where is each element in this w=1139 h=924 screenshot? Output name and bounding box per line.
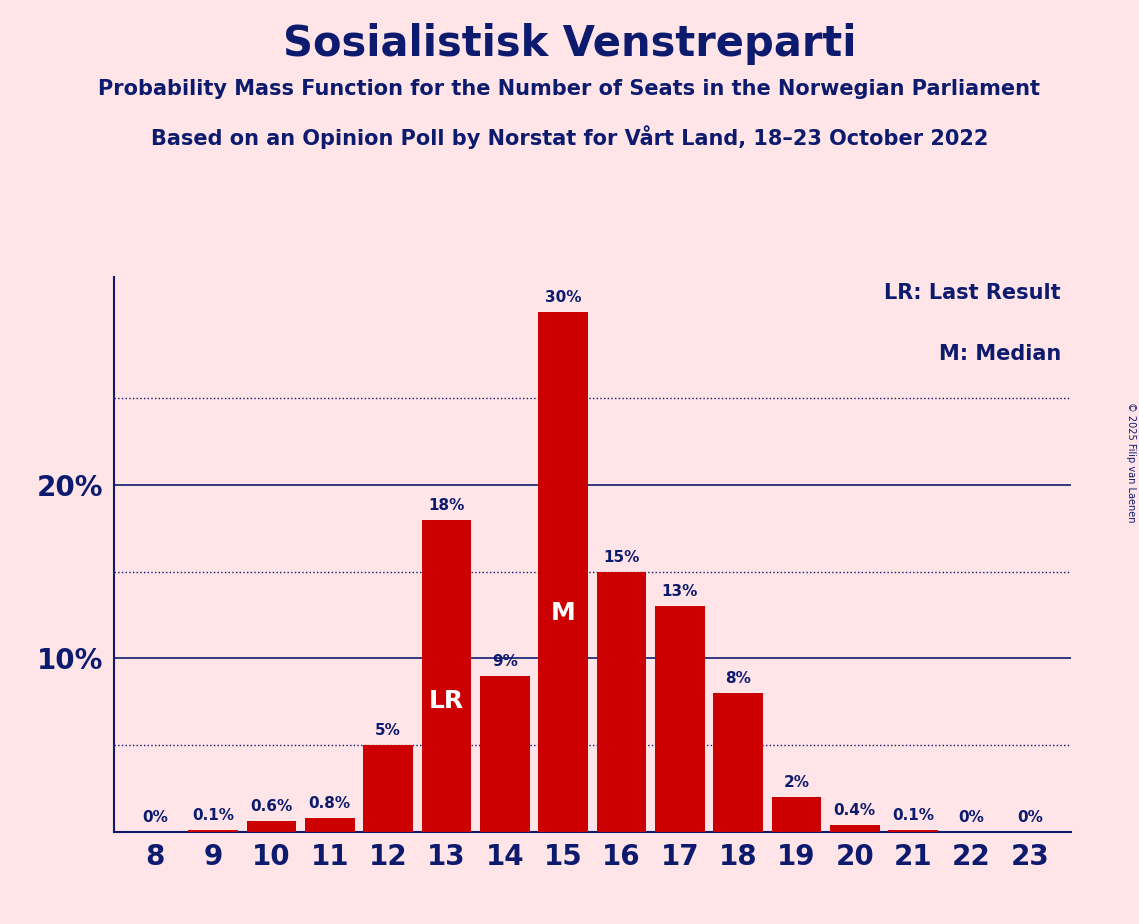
Text: 0.1%: 0.1% [192,808,235,823]
Bar [655,606,705,832]
Text: 0%: 0% [1017,809,1043,824]
Text: Sosialistisk Venstreparti: Sosialistisk Venstreparti [282,23,857,65]
Bar [830,824,879,832]
Text: 0.6%: 0.6% [251,799,293,814]
Bar [421,519,472,832]
Text: 30%: 30% [544,290,581,305]
Bar [188,830,238,832]
Text: M: Median: M: Median [939,344,1062,364]
Bar [597,572,646,832]
Text: 9%: 9% [492,654,518,669]
Text: 0.1%: 0.1% [892,808,934,823]
Text: 5%: 5% [375,723,401,738]
Text: 0.8%: 0.8% [309,796,351,811]
Bar [305,818,354,832]
Text: 2%: 2% [784,775,810,790]
Text: Based on an Opinion Poll by Norstat for Vårt Land, 18–23 October 2022: Based on an Opinion Poll by Norstat for … [150,125,989,149]
Text: 0.4%: 0.4% [834,803,876,818]
Text: 8%: 8% [726,671,751,686]
Text: 13%: 13% [662,585,698,600]
Text: 0%: 0% [141,809,167,824]
Text: Probability Mass Function for the Number of Seats in the Norwegian Parliament: Probability Mass Function for the Number… [98,79,1041,99]
Bar [772,796,821,832]
Bar [539,312,588,832]
Text: 18%: 18% [428,498,465,513]
Text: 0%: 0% [959,809,984,824]
Text: LR: Last Result: LR: Last Result [885,283,1062,303]
Bar [888,830,937,832]
Text: 15%: 15% [604,550,640,565]
Text: M: M [551,602,575,626]
Bar [363,745,412,832]
Bar [713,693,763,832]
Text: © 2025 Filip van Laenen: © 2025 Filip van Laenen [1126,402,1136,522]
Bar [480,675,530,832]
Text: LR: LR [429,688,464,712]
Bar [247,821,296,832]
